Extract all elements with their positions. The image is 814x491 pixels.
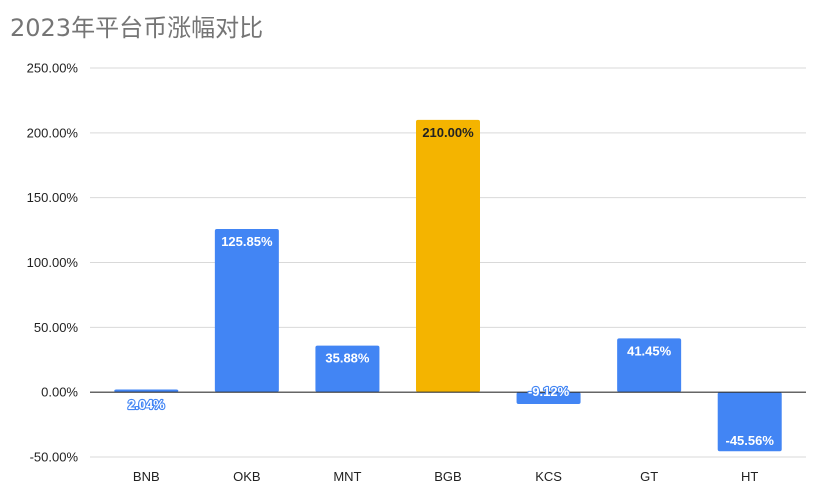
data-label: 210.00%	[422, 125, 474, 140]
chart-title: 2023年平台币涨幅对比	[10, 14, 264, 42]
data-label: -45.56%	[726, 433, 775, 448]
y-tick-label: 250.00%	[27, 61, 79, 76]
x-category-label: KCS	[535, 469, 562, 484]
data-label: 2.04%	[128, 397, 165, 412]
data-label: 35.88%	[325, 351, 370, 366]
x-category-label: BNB	[133, 469, 160, 484]
data-label: 41.45%	[627, 343, 672, 358]
y-tick-label: 0.00%	[41, 385, 78, 400]
x-axis-categories: BNB OKB MNT BGB KCS GT HT	[133, 469, 759, 484]
bar	[315, 345, 380, 393]
y-tick-label: 100.00%	[27, 255, 79, 270]
data-labels: 2.04% 125.85% 35.88% 210.00% -9.12% 41.45% -45…	[127, 125, 776, 449]
x-category-label: OKB	[233, 469, 260, 484]
bar	[214, 228, 279, 393]
bar	[416, 119, 480, 393]
x-category-label: HT	[741, 469, 758, 484]
bar	[114, 389, 179, 393]
x-category-label: MNT	[333, 469, 361, 484]
bar	[717, 392, 782, 452]
x-category-label: BGB	[434, 469, 461, 484]
y-tick-label: 200.00%	[27, 125, 79, 140]
bar	[617, 338, 682, 393]
bars	[114, 119, 782, 452]
y-tick-label: 150.00%	[27, 190, 79, 205]
y-tick-label: -50.00%	[30, 450, 79, 465]
bar	[516, 392, 581, 404]
data-label: -9.12%	[528, 384, 570, 399]
y-tick-label: 50.00%	[34, 320, 79, 335]
data-label: 125.85%	[221, 234, 273, 249]
x-category-label: GT	[640, 469, 658, 484]
y-axis-ticks: 250.00% 200.00% 150.00% 100.00% 50.00% 0.00% -…	[27, 61, 79, 465]
